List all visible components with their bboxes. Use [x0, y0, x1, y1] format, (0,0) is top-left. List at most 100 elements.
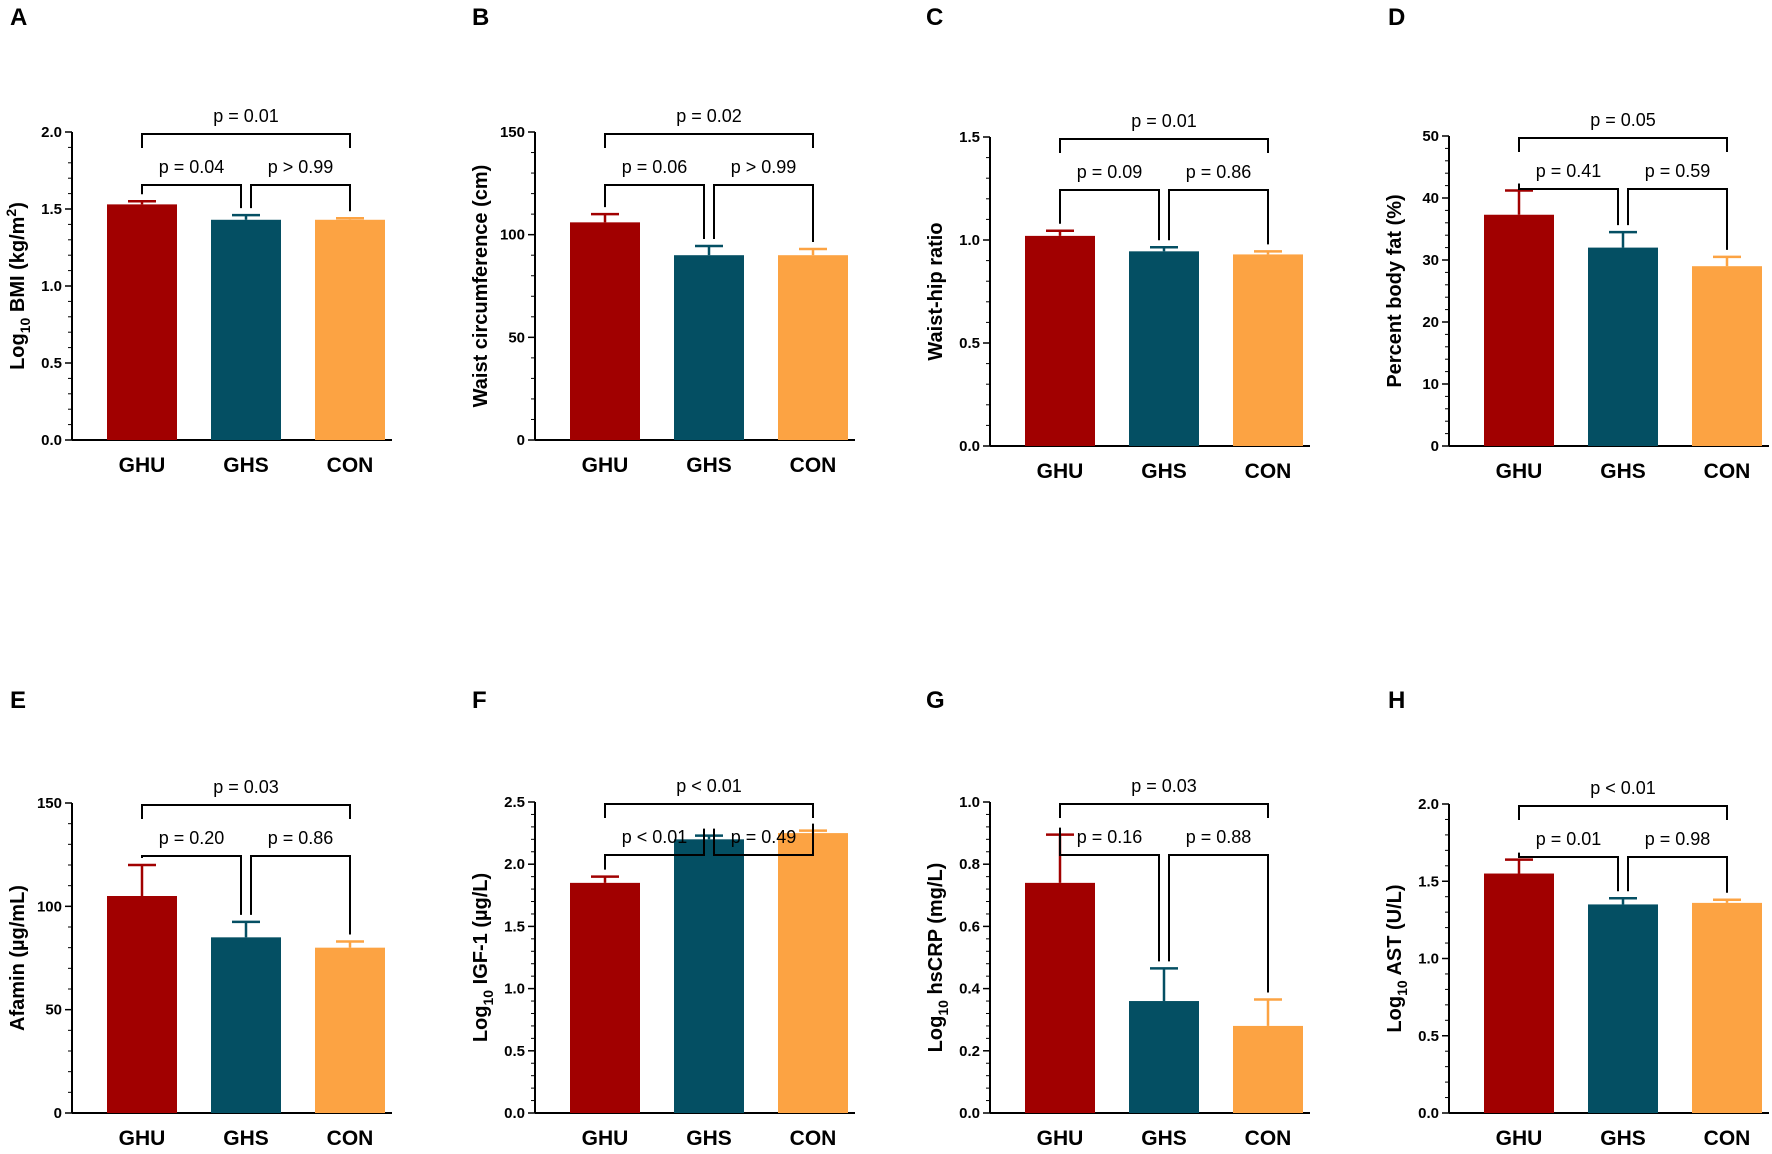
- y-label-text: Percent body fat (%): [1384, 194, 1406, 387]
- x-category-label: CON: [1704, 1127, 1751, 1149]
- bar-ghu: [1025, 882, 1095, 1113]
- panel-b: B 0 50 100 150 Waist circumference (cm) GHU GHS…: [470, 4, 855, 477]
- y-tick-label: 2.5: [504, 794, 525, 811]
- significance-bracket: [250, 184, 351, 212]
- p-value-label: p = 0.01: [1536, 829, 1602, 849]
- bar-ghu: [1484, 214, 1554, 446]
- y-label-text: BMI (kg/m: [7, 217, 29, 318]
- y-axis-label: Waist-hip ratio: [925, 222, 947, 360]
- x-category-label: GHS: [1600, 460, 1646, 483]
- y-tick-label: 0.5: [41, 355, 62, 372]
- y-axis-label: Log10 IGF-1 (µg/L): [470, 873, 496, 1042]
- significance-bracket: [1518, 852, 1619, 892]
- p-value-label: p = 0.16: [1077, 827, 1143, 847]
- y-tick-label: 50: [508, 329, 525, 346]
- significance-bracket: [604, 828, 705, 870]
- y-tick-label: 0.0: [1418, 1105, 1439, 1122]
- y-label-text: Afamin (µg/mL): [7, 885, 29, 1031]
- y-label-text: Log: [7, 333, 29, 370]
- significance-bracket: [1518, 805, 1728, 820]
- y-tick-label: 2.0: [41, 124, 62, 141]
- y-tick-label: 0.4: [959, 981, 981, 998]
- panel-a: A 0.0 0.5 1.0 1.5 2.0 Log10 BMI (kg/m2) GHU GHS C…: [3, 4, 392, 477]
- significance-bracket: [604, 133, 814, 148]
- x-category-label: GHU: [1037, 1127, 1084, 1149]
- p-value-label: p > 0.99: [731, 157, 797, 177]
- bar-con: [778, 255, 848, 440]
- y-label-subscript: 10: [935, 1000, 951, 1016]
- y-label-text: IGF-1 (µg/L): [470, 873, 492, 990]
- y-label-text: ): [7, 202, 29, 209]
- bar-con: [778, 833, 848, 1113]
- y-tick-label: 0: [1431, 438, 1439, 455]
- panel-letter: D: [1388, 4, 1405, 31]
- significance-bracket: [1627, 856, 1728, 893]
- significance-bracket: [1627, 188, 1728, 250]
- bar-con: [315, 219, 385, 440]
- y-tick-label: 100: [37, 898, 62, 915]
- y-tick-label: 1.0: [959, 232, 980, 249]
- y-tick-label: 1.5: [41, 201, 62, 218]
- bar-ghu: [107, 896, 177, 1113]
- y-label-text: Waist-hip ratio: [925, 222, 947, 360]
- y-tick-label: 150: [500, 124, 525, 141]
- x-category-label: GHS: [223, 1127, 269, 1149]
- y-tick-label: 20: [1422, 314, 1439, 331]
- y-label-text: Log: [1384, 996, 1406, 1033]
- y-tick-label: 1.0: [41, 278, 62, 295]
- y-tick-label: 50: [45, 1002, 62, 1019]
- bar-ghs: [1129, 251, 1199, 446]
- panel-h: H 0.0 0.5 1.0 1.5 2.0 Log10 AST (U/L) GHU GHS CON…: [1384, 687, 1769, 1150]
- bar-ghs: [1588, 247, 1658, 446]
- y-tick-label: 1.5: [959, 129, 980, 146]
- y-tick-label: 50: [1422, 128, 1439, 145]
- panel-e: E 0 50 100 150 Afamin (µg/mL) GHU GHS CON p = 0.2…: [7, 687, 392, 1150]
- significance-bracket: [1059, 827, 1160, 962]
- p-value-label: p = 0.59: [1645, 161, 1711, 181]
- x-category-label: CON: [327, 454, 374, 477]
- p-value-label: p < 0.01: [676, 776, 742, 796]
- p-value-label: p = 0.20: [159, 828, 225, 848]
- y-tick-label: 100: [500, 227, 525, 244]
- significance-bracket: [713, 823, 814, 856]
- y-tick-label: 1.0: [1418, 951, 1439, 968]
- y-label-superscript: 2: [3, 209, 19, 217]
- p-value-label: p = 0.01: [1131, 111, 1197, 131]
- y-label-subscript: 10: [17, 317, 33, 333]
- p-value-label: p = 0.06: [622, 157, 688, 177]
- significance-bracket: [1059, 189, 1160, 241]
- significance-bracket: [1518, 183, 1619, 226]
- y-axis-label: Log10 AST (U/L): [1384, 884, 1410, 1032]
- bar-ghu: [570, 882, 640, 1113]
- p-value-label: p = 0.41: [1536, 161, 1602, 181]
- p-value-label: p = 0.03: [1131, 776, 1197, 796]
- x-category-label: GHS: [686, 1127, 732, 1149]
- significance-bracket: [604, 184, 705, 239]
- significance-bracket: [141, 133, 351, 148]
- bar-ghs: [674, 839, 744, 1113]
- y-tick-label: 0.5: [504, 1043, 525, 1060]
- panel-f: F 0.0 0.5 1.0 1.5 2.0 2.5 Log10 IGF-1 (µg/L) GHU…: [470, 687, 855, 1150]
- y-label-text: Log: [925, 1016, 947, 1053]
- y-tick-label: 30: [1422, 252, 1439, 269]
- y-axis-label: Waist circumference (cm): [470, 165, 492, 408]
- y-tick-label: 0.0: [959, 438, 980, 455]
- bar-ghs: [211, 219, 281, 440]
- p-value-label: p = 0.02: [676, 106, 742, 126]
- p-value-label: p < 0.01: [1590, 778, 1656, 798]
- bar-ghs: [674, 255, 744, 440]
- bar-con: [1233, 254, 1303, 446]
- bar-ghs: [1129, 1001, 1199, 1113]
- p-value-label: p > 0.99: [268, 157, 334, 177]
- significance-bracket: [141, 184, 242, 209]
- p-value-label: p = 0.88: [1186, 827, 1252, 847]
- x-category-label: GHU: [582, 454, 629, 477]
- bar-con: [1692, 266, 1762, 446]
- p-value-label: p = 0.86: [1186, 162, 1252, 182]
- x-category-label: GHS: [1141, 460, 1187, 483]
- significance-bracket: [1168, 189, 1269, 245]
- x-category-label: GHU: [582, 1127, 629, 1149]
- y-label-text: Waist circumference (cm): [470, 165, 492, 408]
- y-label-subscript: 10: [1394, 980, 1410, 996]
